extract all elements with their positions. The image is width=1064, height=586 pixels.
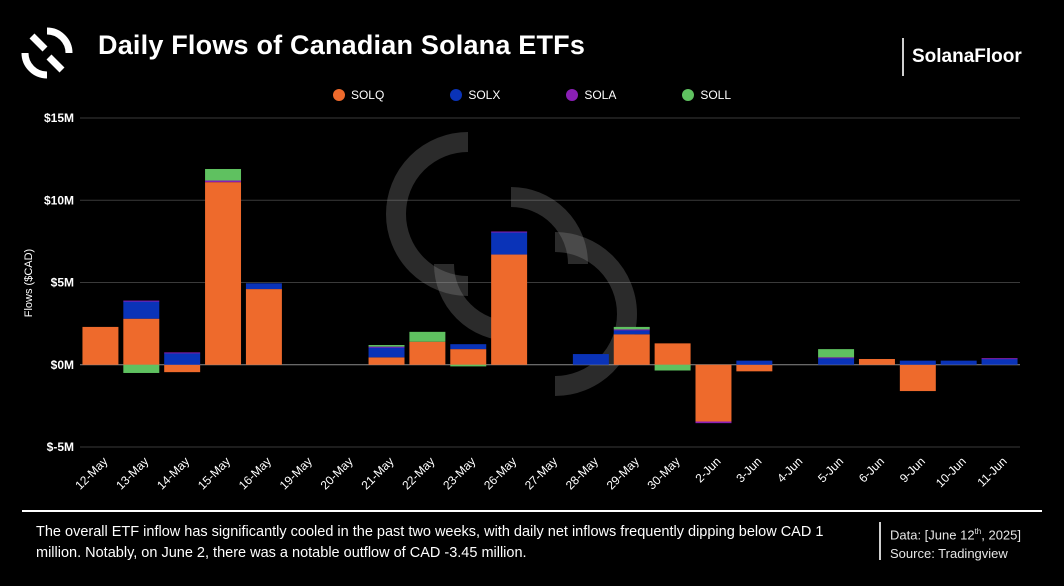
x-tick-label: 19-May bbox=[277, 454, 315, 492]
bar-sola-15-may[interactable] bbox=[205, 180, 242, 183]
legend-label-sola: SOLA bbox=[584, 88, 617, 102]
bar-sola-13-may[interactable] bbox=[123, 300, 160, 302]
x-tick-label: 12-May bbox=[72, 454, 110, 492]
legend-swatch-soll bbox=[682, 89, 695, 101]
x-tick-label: 5-Jun bbox=[815, 454, 846, 485]
bar-solq-9-jun[interactable] bbox=[899, 364, 936, 392]
bar-solx-11-jun[interactable] bbox=[981, 358, 1018, 365]
data-source: Source: Tradingview bbox=[890, 546, 1008, 562]
bar-solq-15-may[interactable] bbox=[205, 182, 242, 365]
bar-soll-5-jun[interactable] bbox=[818, 349, 855, 358]
legend-item-solx[interactable]: SOLX bbox=[450, 88, 500, 102]
x-tick-label: 27-May bbox=[522, 454, 560, 492]
footer-divider bbox=[22, 510, 1042, 512]
x-tick-label: 6-Jun bbox=[856, 454, 887, 485]
bar-soll-22-may[interactable] bbox=[409, 331, 446, 342]
brand-name: SolanaFloor bbox=[912, 46, 1022, 67]
y-tick-label: $10M bbox=[44, 193, 74, 207]
bar-solx-10-jun[interactable] bbox=[940, 360, 977, 365]
legend-swatch-solq bbox=[332, 89, 345, 101]
bar-solq-2-jun[interactable] bbox=[695, 364, 732, 422]
x-tick-label: 13-May bbox=[113, 454, 151, 492]
bar-sola-21-may[interactable] bbox=[368, 346, 405, 348]
bar-soll-29-may[interactable] bbox=[613, 326, 650, 330]
x-tick-label: 26-May bbox=[481, 454, 519, 492]
bar-solq-23-may[interactable] bbox=[450, 349, 487, 365]
source-divider bbox=[879, 522, 881, 560]
bar-solx-16-may[interactable] bbox=[245, 283, 282, 290]
bar-soll-21-may[interactable] bbox=[368, 345, 405, 347]
bar-solx-29-may[interactable] bbox=[613, 330, 650, 335]
bar-soll-13-may[interactable] bbox=[123, 364, 160, 373]
bar-solq-6-jun[interactable] bbox=[858, 358, 895, 365]
bar-solx-9-jun[interactable] bbox=[899, 360, 936, 365]
bar-sola-29-may[interactable] bbox=[613, 329, 650, 331]
legend-swatch-sola bbox=[566, 89, 579, 101]
bar-soll-23-may[interactable] bbox=[450, 364, 487, 367]
x-tick-label: 20-May bbox=[318, 454, 356, 492]
bar-solq-12-may[interactable] bbox=[82, 326, 119, 365]
bar-soll-30-may[interactable] bbox=[654, 364, 691, 371]
y-tick-label: $15M bbox=[44, 111, 74, 125]
bar-sola-26-may[interactable] bbox=[491, 231, 528, 233]
x-tick-label: 22-May bbox=[399, 454, 437, 492]
legend-item-solq[interactable]: SOLQ bbox=[332, 88, 385, 102]
x-tick-label: 14-May bbox=[154, 454, 192, 492]
bar-solx-21-may[interactable] bbox=[368, 347, 405, 358]
legend-label-solq: SOLQ bbox=[350, 88, 385, 102]
x-tick-label: 15-May bbox=[195, 454, 233, 492]
bar-solx-26-may[interactable] bbox=[491, 232, 528, 255]
bar-soll-15-may[interactable] bbox=[205, 168, 242, 181]
bar-solx-23-may[interactable] bbox=[450, 344, 487, 350]
bar-solq-22-may[interactable] bbox=[409, 341, 446, 365]
x-tick-label: 29-May bbox=[604, 454, 642, 492]
watermark-logo-outer bbox=[386, 132, 637, 396]
bar-solq-21-may[interactable] bbox=[368, 357, 405, 365]
bar-solq-16-may[interactable] bbox=[245, 289, 282, 365]
x-tick-label: 21-May bbox=[358, 454, 396, 492]
bar-sola-2-jun[interactable] bbox=[695, 421, 732, 424]
y-tick-label: $0M bbox=[51, 358, 74, 372]
legend-item-soll[interactable]: SOLL bbox=[682, 88, 731, 102]
legend-label-soll: SOLL bbox=[700, 88, 732, 102]
bar-solq-26-may[interactable] bbox=[491, 254, 528, 365]
source-block: Data: [June 12th, 2025] Source: Tradingv… bbox=[890, 522, 1021, 563]
x-tick-label: 9-Jun bbox=[897, 454, 928, 485]
x-tick-label: 30-May bbox=[645, 454, 683, 492]
bar-solq-29-may[interactable] bbox=[613, 334, 650, 365]
x-tick-label: 4-Jun bbox=[774, 454, 805, 485]
bar-solx-14-may[interactable] bbox=[164, 353, 201, 365]
bar-solq-14-may[interactable] bbox=[164, 364, 201, 373]
y-tick-label: $-5M bbox=[47, 440, 74, 454]
x-tick-label: 28-May bbox=[563, 454, 601, 492]
brand-divider bbox=[902, 38, 904, 76]
bar-solx-13-may[interactable] bbox=[123, 301, 160, 319]
footer-summary: The overall ETF inflow has significantly… bbox=[36, 524, 824, 561]
chart-legend: SOLQ SOLX SOLA SOLL bbox=[0, 88, 1064, 102]
bar-sola-11-jun[interactable] bbox=[981, 358, 1018, 360]
bar-solx-28-may[interactable] bbox=[572, 354, 609, 365]
bar-sola-14-may[interactable] bbox=[164, 352, 201, 354]
bar-solq-13-may[interactable] bbox=[123, 318, 160, 365]
solanafloor-logo-icon bbox=[21, 27, 73, 79]
bar-solx-3-jun[interactable] bbox=[736, 360, 773, 365]
legend-item-sola[interactable]: SOLA bbox=[566, 88, 616, 102]
bar-solx-5-jun[interactable] bbox=[818, 358, 855, 365]
bar-solq-3-jun[interactable] bbox=[736, 364, 773, 372]
y-tick-label: $5M bbox=[51, 276, 74, 290]
data-date: Data: [June 12th, 2025] bbox=[890, 527, 1021, 543]
bar-solq-30-may[interactable] bbox=[654, 343, 691, 365]
chart-title: Daily Flows of Canadian Solana ETFs bbox=[98, 30, 586, 60]
legend-swatch-solx bbox=[450, 89, 463, 101]
x-tick-label: 11-Jun bbox=[974, 454, 1009, 489]
bar-sola-5-jun[interactable] bbox=[818, 357, 855, 359]
x-tick-label: 3-Jun bbox=[733, 454, 764, 485]
legend-label-solx: SOLX bbox=[468, 88, 501, 102]
x-tick-label: 23-May bbox=[440, 454, 478, 492]
x-tick-label: 16-May bbox=[236, 454, 274, 492]
x-tick-label: 10-Jun bbox=[933, 454, 969, 490]
x-tick-label: 2-Jun bbox=[692, 454, 723, 485]
